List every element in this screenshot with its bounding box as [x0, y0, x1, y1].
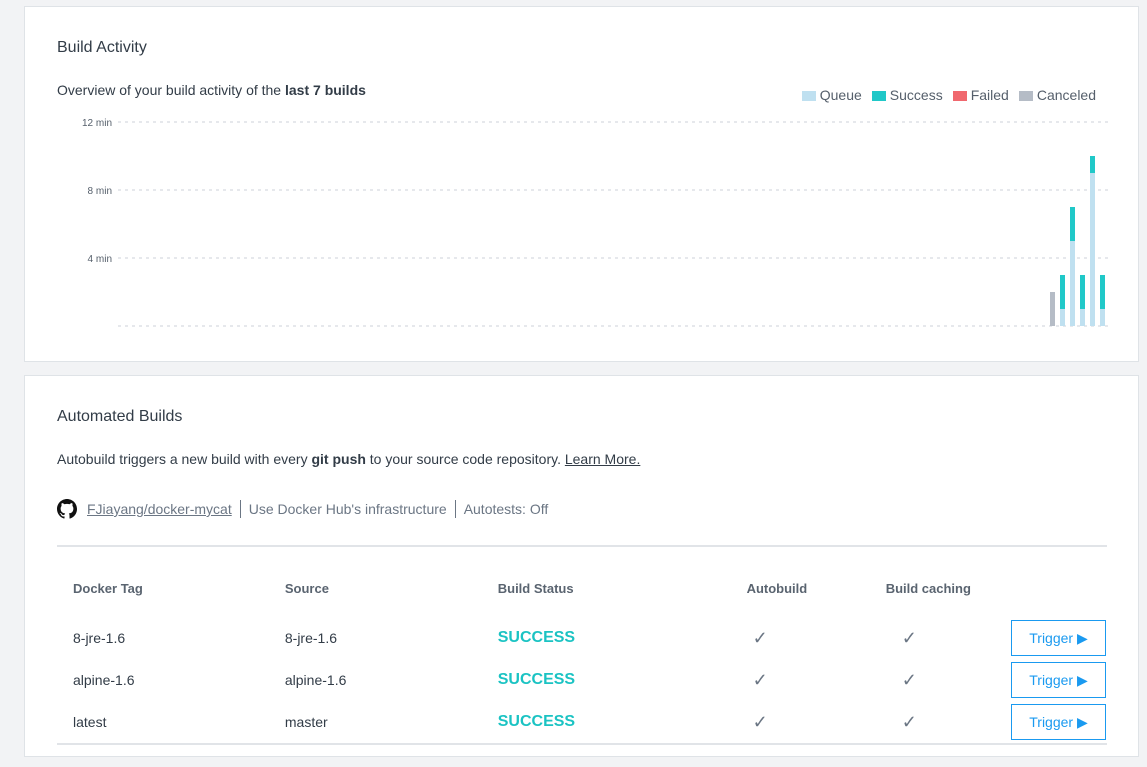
source: alpine-1.6: [284, 672, 347, 688]
header-docker-tag: Docker Tag: [73, 580, 143, 596]
divider: [239, 500, 241, 518]
autobuild-check-icon: ✓: [752, 711, 768, 732]
bar-canceled[interactable]: [1050, 292, 1055, 326]
infrastructure-label: Use Docker Hub's infrastructure: [248, 501, 447, 517]
desc-text-2: to your source code repository.: [365, 451, 565, 467]
repo-info: FJiayang/docker-mycat Use Docker Hub's i…: [57, 499, 548, 519]
y-tick-label: 4 min: [88, 254, 112, 265]
header-source: Source: [284, 580, 329, 596]
header-build-caching: Build caching: [885, 580, 971, 596]
bar-success[interactable]: [1070, 207, 1075, 241]
bar-queue[interactable]: [1070, 241, 1075, 326]
trigger-button[interactable]: Trigger ▶: [1011, 620, 1106, 656]
trigger-button[interactable]: Trigger ▶: [1011, 704, 1106, 740]
header-autobuild: Autobuild: [746, 580, 808, 596]
docker-tag: alpine-1.6: [73, 672, 135, 688]
chart-legend: Queue Success Failed Canceled: [801, 87, 1096, 103]
source: master: [284, 714, 328, 730]
trigger-button[interactable]: Trigger ▶: [1011, 662, 1106, 698]
build-status: SUCCESS: [497, 713, 576, 730]
legend-label: Success: [889, 87, 943, 103]
github-icon: [57, 499, 77, 519]
divider: [454, 500, 456, 518]
header-build-status: Build Status: [497, 580, 574, 596]
caching-check-icon: ✓: [901, 711, 917, 732]
learn-more-link[interactable]: Learn More.: [564, 451, 641, 467]
table-row: latest master SUCCESS ✓ ✓ Trigger ▶: [57, 701, 1107, 744]
legend-swatch: [801, 91, 816, 101]
subtitle-text: Overview of your build activity of the: [57, 82, 285, 98]
source: 8-jre-1.6: [284, 630, 338, 646]
autotests-label: Autotests: Off: [463, 501, 549, 517]
caching-check-icon: ✓: [901, 669, 917, 690]
bar-queue[interactable]: [1060, 309, 1065, 326]
bar-success[interactable]: [1080, 275, 1085, 309]
y-tick-label: 8 min: [88, 186, 112, 197]
legend-item[interactable]: Failed: [952, 87, 1009, 103]
builds-table: Docker Tag Source Build Status Autobuild…: [57, 545, 1107, 745]
build-activity-title: Build Activity: [57, 39, 147, 56]
autobuild-check-icon: ✓: [752, 669, 768, 690]
legend-label: Queue: [819, 87, 862, 103]
build-status: SUCCESS: [497, 629, 576, 646]
automated-builds-title: Automated Builds: [57, 408, 183, 425]
caching-check-icon: ✓: [901, 627, 917, 648]
table-header: Docker Tag Source Build Status Autobuild…: [57, 546, 1107, 617]
header-actions: [985, 546, 1107, 617]
legend-item[interactable]: Canceled: [1018, 87, 1096, 103]
desc-text: Autobuild triggers a new build with ever…: [57, 451, 312, 467]
build-activity-subtitle: Overview of your build activity of the l…: [57, 82, 366, 98]
y-tick-label: 12 min: [82, 118, 112, 129]
build-activity-chart: 4 min 8 min 12 min: [82, 118, 1110, 327]
bar-success[interactable]: [1090, 156, 1095, 173]
legend-swatch: [1018, 91, 1033, 101]
bar-queue[interactable]: [1080, 309, 1085, 326]
legend-swatch: [952, 91, 967, 101]
bar-success[interactable]: [1060, 275, 1065, 309]
legend-swatch: [871, 91, 886, 101]
automated-builds-card: Automated Builds Autobuild triggers a ne…: [24, 375, 1139, 757]
docker-tag: latest: [73, 714, 107, 730]
legend-item[interactable]: Queue: [801, 87, 862, 103]
legend-label: Canceled: [1036, 87, 1096, 103]
legend-item[interactable]: Success: [871, 87, 943, 103]
docker-tag: 8-jre-1.6: [73, 630, 126, 646]
bar-success[interactable]: [1100, 275, 1105, 309]
table-row: 8-jre-1.6 8-jre-1.6 SUCCESS ✓ ✓ Trigger …: [57, 617, 1107, 659]
build-activity-card: Build Activity Overview of your build ac…: [24, 6, 1139, 362]
automated-builds-description: Autobuild triggers a new build with ever…: [57, 451, 640, 467]
table-row: alpine-1.6 alpine-1.6 SUCCESS ✓ ✓ Trigge…: [57, 659, 1107, 701]
legend-label: Failed: [970, 87, 1009, 103]
bar-queue[interactable]: [1100, 309, 1105, 326]
autobuild-check-icon: ✓: [752, 627, 768, 648]
build-status: SUCCESS: [497, 671, 576, 688]
repo-link[interactable]: FJiayang/docker-mycat: [87, 501, 232, 517]
desc-bold: git push: [311, 451, 366, 467]
subtitle-bold: last 7 builds: [285, 82, 366, 98]
bar-queue[interactable]: [1090, 173, 1095, 326]
